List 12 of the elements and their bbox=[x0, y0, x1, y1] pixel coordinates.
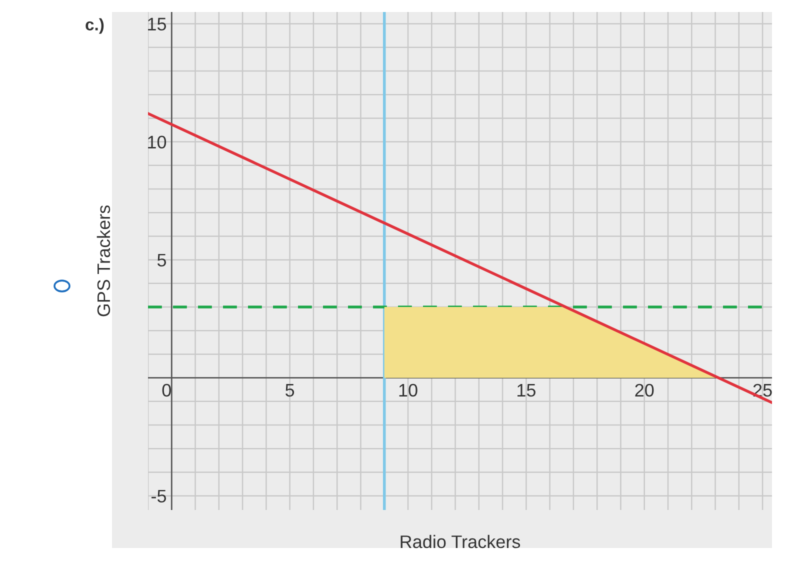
y-axis-title: GPS Trackers bbox=[96, 205, 110, 316]
y-tick-label: 5 bbox=[157, 254, 166, 267]
x-axis-title: Radio Trackers bbox=[400, 534, 520, 548]
text: c.) bbox=[86, 18, 104, 34]
x-tick-label: 20 bbox=[635, 384, 654, 397]
x-tick-label: 10 bbox=[399, 384, 418, 397]
x-tick-label: 5 bbox=[286, 384, 294, 397]
y-tick-label: -5 bbox=[152, 490, 166, 503]
x-tick-label: 15 bbox=[518, 384, 536, 397]
y-tick-label: 10 bbox=[148, 136, 166, 149]
x-tick-label: 0 bbox=[162, 384, 171, 397]
y-tick-label: 15 bbox=[148, 18, 166, 31]
